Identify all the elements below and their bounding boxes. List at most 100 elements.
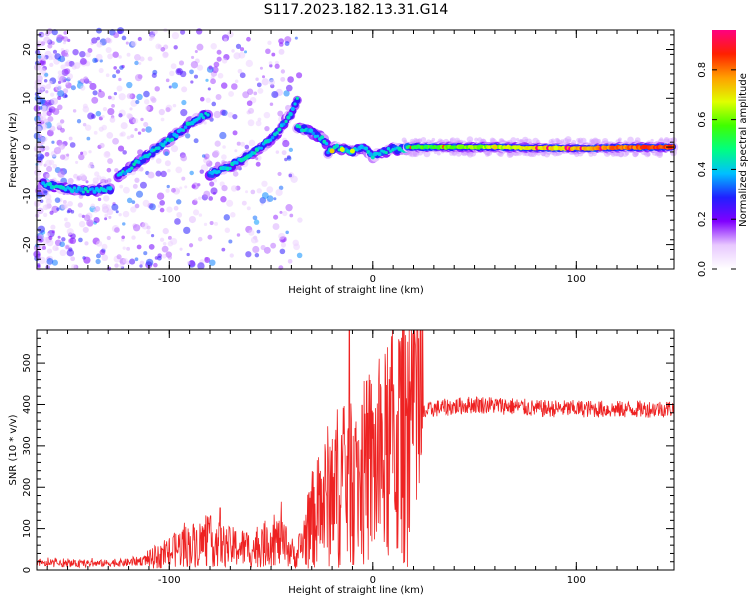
- spectrogram-noise-speckle: [114, 227, 120, 233]
- spectrogram-noise-speckle: [199, 169, 205, 174]
- spectrogram-halo-speckle: [519, 138, 523, 143]
- spectrogram-noise-speckle: [150, 234, 155, 238]
- spectrogram-noise-speckle: [65, 81, 69, 85]
- spectrogram-noise-speckle: [122, 222, 126, 226]
- spectrogram-noise-speckle: [44, 151, 50, 157]
- spectrogram-noise-speckle: [151, 72, 157, 78]
- spectrogram-ridge-blob: [123, 171, 128, 176]
- spectrogram-noise-speckle: [288, 147, 294, 153]
- spectrogram-noise-speckle: [95, 240, 103, 247]
- spectrogram-noise-speckle: [107, 158, 113, 165]
- spectrogram-noise-speckle: [250, 236, 258, 244]
- spectrogram-halo-speckle: [449, 137, 456, 144]
- spectrogram-noise-speckle: [232, 171, 239, 177]
- colorbar-tick-label: 0.4: [697, 161, 708, 177]
- spectrogram-noise-speckle: [221, 247, 226, 252]
- spectrogram-noise-speckle: [59, 249, 67, 257]
- spectrogram-noise-speckle: [284, 157, 288, 162]
- spectrogram-noise-speckle: [240, 141, 246, 147]
- spectrogram-noise-speckle: [88, 80, 92, 85]
- spectrogram-noise-speckle: [64, 53, 69, 58]
- spectrogram-noise-speckle: [154, 256, 159, 260]
- spectrogram-noise-speckle: [217, 72, 224, 79]
- colorbar-gradient: [712, 30, 736, 269]
- spectrogram-noise-speckle: [245, 59, 253, 68]
- spectrogram-noise-speckle: [268, 61, 273, 65]
- spectrogram-noise-speckle: [77, 80, 81, 84]
- spectrogram-noise-speckle: [39, 59, 47, 66]
- spectrogram-noise-speckle: [257, 117, 262, 122]
- spectrogram-noise-speckle: [57, 235, 61, 239]
- spectrogram-noise-speckle: [148, 37, 153, 42]
- spectrogram-ridge-blob: [204, 111, 208, 115]
- spectrogram-noise-speckle: [45, 173, 51, 179]
- spectrogram-noise-speckle: [46, 165, 53, 173]
- spectrogram-noise-speckle: [126, 52, 131, 57]
- spectrogram-noise-speckle: [126, 135, 131, 140]
- spectrogram-noise-speckle: [215, 93, 222, 100]
- spectrogram-ridge-blob: [181, 128, 186, 132]
- spectrogram-noise-speckle: [70, 85, 76, 91]
- spectrogram-noise-speckle: [176, 212, 183, 218]
- spectrogram-noise-speckle: [101, 254, 109, 262]
- spectrogram-noise-speckle: [275, 150, 280, 154]
- spectrogram-noise-speckle: [112, 137, 119, 145]
- spectrogram-noise-speckle: [107, 107, 115, 116]
- spectrogram-y-axis-label: Frequency (Hz): [8, 112, 19, 188]
- spectrogram-noise-speckle: [96, 36, 101, 41]
- spectrogram-noise-speckle: [164, 160, 171, 167]
- spectrogram-noise-speckle: [159, 207, 165, 213]
- spectrogram-noise-speckle: [155, 158, 162, 164]
- spectrogram-noise-speckle: [66, 249, 74, 257]
- snr-y-ticks: 0 100 200 300 400 500: [22, 329, 674, 573]
- spectrogram-noise-speckle: [59, 119, 65, 124]
- spectrogram-noise-speckle: [222, 145, 226, 149]
- spectrogram-noise-speckle: [184, 133, 191, 139]
- spectrogram-peak-blob: [329, 148, 335, 154]
- colorbar-tick-label: 0.0: [697, 261, 708, 277]
- spectrogram-noise-speckle: [44, 99, 52, 107]
- spectrogram-noise-speckle: [161, 253, 167, 259]
- spectrogram-noise-speckle: [166, 184, 170, 189]
- spectrogram-noise-speckle: [94, 171, 100, 177]
- spectrogram-noise-speckle: [223, 214, 231, 221]
- spectrogram-ridge-blob: [377, 152, 382, 157]
- spectrogram-halo-speckle: [567, 138, 572, 143]
- spectrogram-noise-speckle: [229, 253, 234, 258]
- spectrogram-noise-speckle: [57, 90, 65, 98]
- spectrogram-y-tick-label: 20: [22, 43, 33, 56]
- spectrogram-noise-speckle: [235, 43, 242, 49]
- spectrogram-noise-speckle: [114, 263, 119, 268]
- spectrogram-noise-speckle: [87, 48, 93, 53]
- spectrogram-noise-speckle: [286, 156, 292, 161]
- spectrogram-noise-speckle: [220, 82, 228, 89]
- spectrogram-halo-speckle: [510, 137, 517, 144]
- spectrogram-noise-speckle: [72, 48, 79, 56]
- spectrogram-noise-speckle: [150, 173, 155, 178]
- snr-series-line: [36, 329, 675, 569]
- spectrogram-noise-speckle: [289, 213, 294, 218]
- spectrogram-noise-speckle: [79, 173, 87, 181]
- spectrogram-ridge-blob: [311, 131, 315, 136]
- spectrogram-noise-speckle: [56, 122, 62, 128]
- spectrogram-noise-speckle: [98, 67, 104, 74]
- spectrogram-noise-speckle: [297, 217, 303, 223]
- spectrogram-noise-speckle: [279, 248, 286, 255]
- spectrogram-noise-speckle: [43, 212, 48, 218]
- snr-y-tick-label: 200: [22, 478, 33, 497]
- spectrogram-noise-speckle: [50, 224, 56, 230]
- spectrogram-noise-speckle: [36, 153, 44, 161]
- spectrogram-noise-speckle: [244, 50, 248, 54]
- spectrogram-noise-speckle: [58, 143, 66, 150]
- spectrogram-noise-speckle: [160, 46, 166, 52]
- spectrogram-noise-speckle: [115, 210, 119, 214]
- spectrogram-noise-speckle: [99, 142, 105, 149]
- spectrogram-noise-speckle: [158, 108, 165, 116]
- spectrogram-noise-speckle: [219, 131, 227, 140]
- spectrogram-noise-speckle: [216, 49, 222, 55]
- spectrogram-noise-speckle: [126, 93, 133, 100]
- spectrogram-noise-speckle: [122, 150, 127, 155]
- spectrogram-noise-speckle: [121, 238, 125, 242]
- spectrogram-noise-speckle: [271, 91, 279, 99]
